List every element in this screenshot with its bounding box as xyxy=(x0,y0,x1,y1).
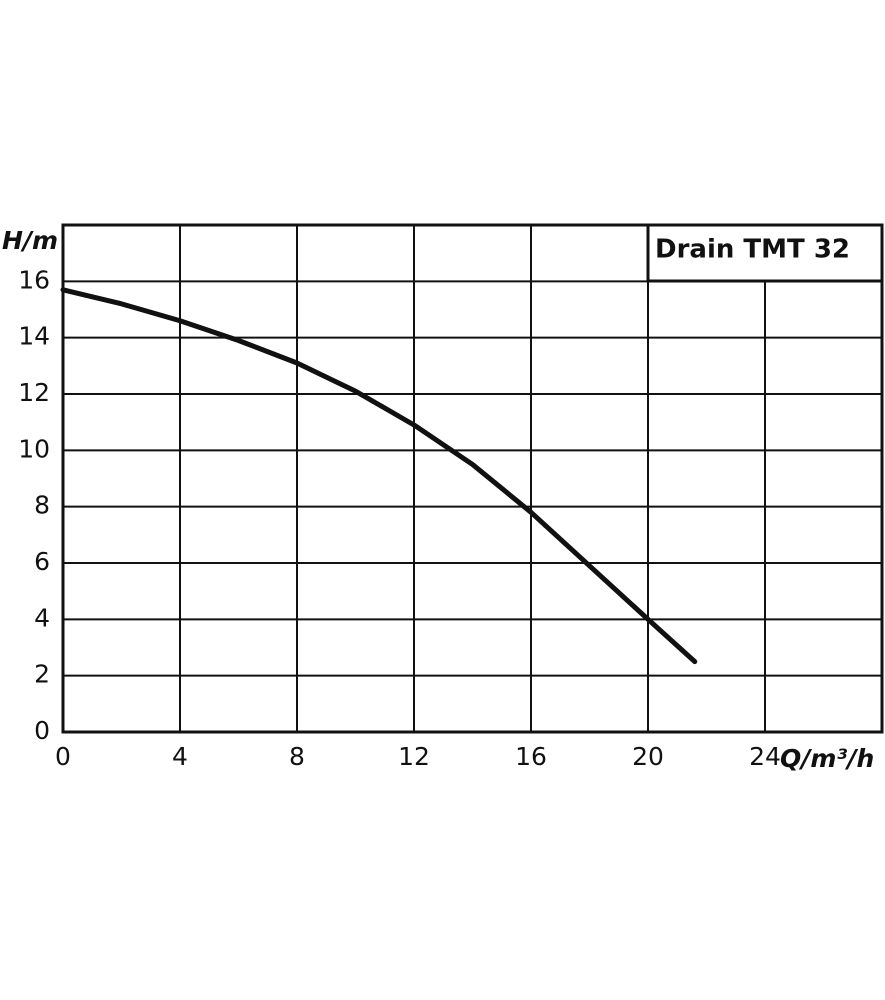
x-tick-label: 12 xyxy=(398,742,430,771)
y-tick-label: 0 xyxy=(34,716,50,745)
y-tick-label: 10 xyxy=(18,434,50,463)
plot-frame xyxy=(61,223,884,734)
y-tick-label: 2 xyxy=(34,660,50,689)
x-tick-label: 20 xyxy=(632,742,664,771)
y-tick-label: 12 xyxy=(18,378,50,407)
x-tick-label: 24 xyxy=(749,742,781,771)
y-tick-label: 6 xyxy=(34,547,50,576)
x-tick-label: 8 xyxy=(289,742,305,771)
chart-title: Drain TMT 32 xyxy=(655,235,850,265)
x-tick-label: 4 xyxy=(172,742,188,771)
y-tick-label: 8 xyxy=(34,491,50,520)
y-tick-label: 16 xyxy=(18,265,50,294)
curve xyxy=(60,287,698,665)
x-tick-label: 16 xyxy=(515,742,547,771)
y-tick-label: 14 xyxy=(18,322,50,351)
x-axis-label: Q/m³/h xyxy=(780,744,874,773)
x-tick-label: 0 xyxy=(55,742,71,771)
y-tick-label: 4 xyxy=(34,603,50,632)
title-box xyxy=(646,223,884,283)
y-axis-label: H/m xyxy=(2,226,58,255)
